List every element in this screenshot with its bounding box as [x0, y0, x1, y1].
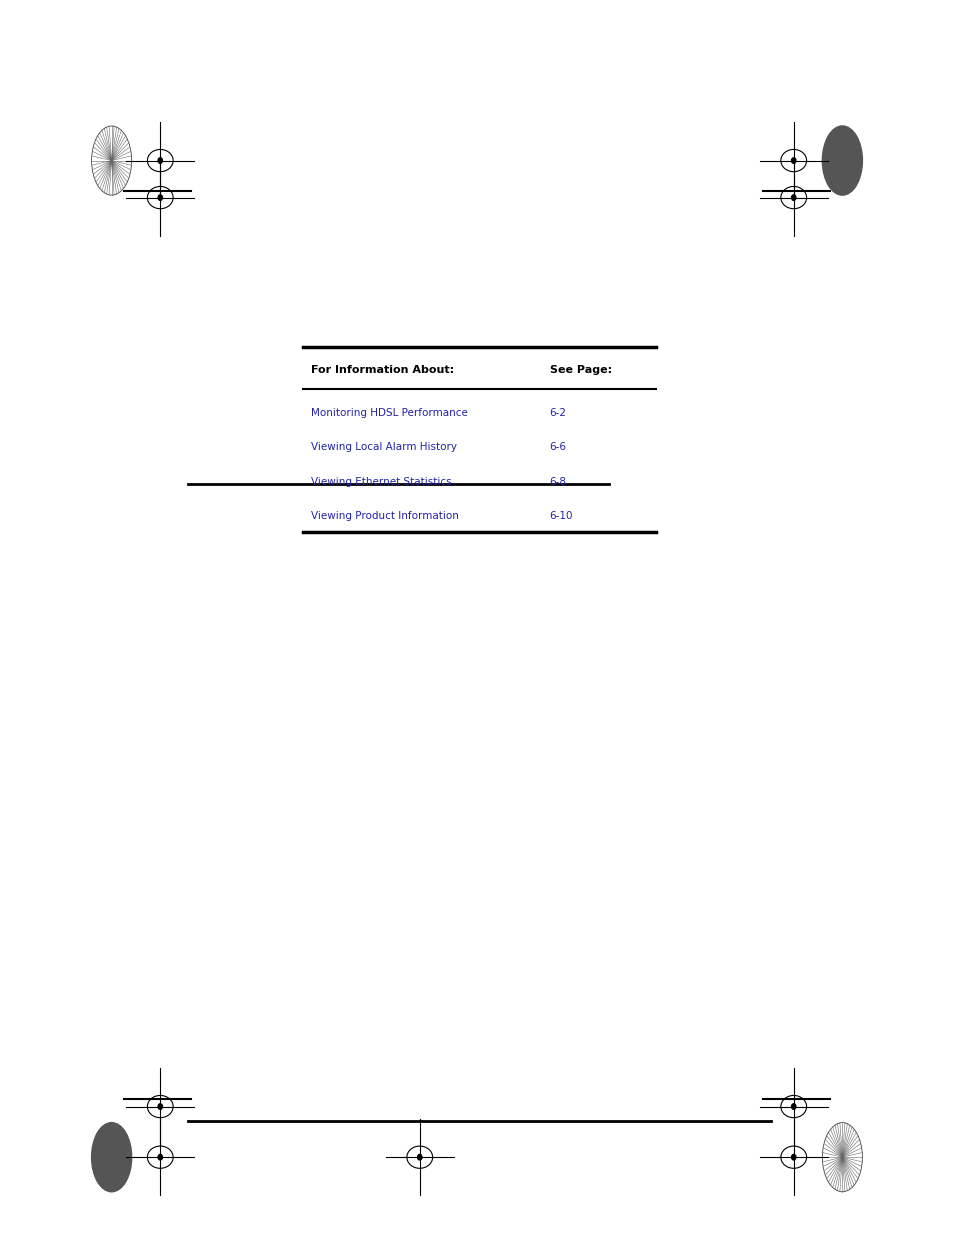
Ellipse shape — [821, 126, 862, 195]
Ellipse shape — [791, 1155, 795, 1160]
Ellipse shape — [417, 1155, 421, 1160]
Text: Viewing Product Information: Viewing Product Information — [311, 511, 458, 521]
Text: For Information About:: For Information About: — [311, 364, 454, 374]
Ellipse shape — [791, 158, 795, 163]
Ellipse shape — [791, 1104, 795, 1109]
Ellipse shape — [158, 1104, 162, 1109]
Text: 6-2: 6-2 — [549, 408, 566, 417]
Ellipse shape — [158, 158, 162, 163]
Text: See Page:: See Page: — [549, 364, 611, 374]
Text: 6-8: 6-8 — [549, 477, 566, 487]
Text: Monitoring HDSL Performance: Monitoring HDSL Performance — [311, 408, 467, 417]
Ellipse shape — [158, 195, 162, 200]
Ellipse shape — [158, 1155, 162, 1160]
Text: Viewing Local Alarm History: Viewing Local Alarm History — [311, 442, 456, 452]
Ellipse shape — [791, 195, 795, 200]
Ellipse shape — [91, 1123, 132, 1192]
Text: 6-6: 6-6 — [549, 442, 566, 452]
Text: Viewing Ethernet Statistics: Viewing Ethernet Statistics — [311, 477, 451, 487]
Text: 6-10: 6-10 — [549, 511, 573, 521]
